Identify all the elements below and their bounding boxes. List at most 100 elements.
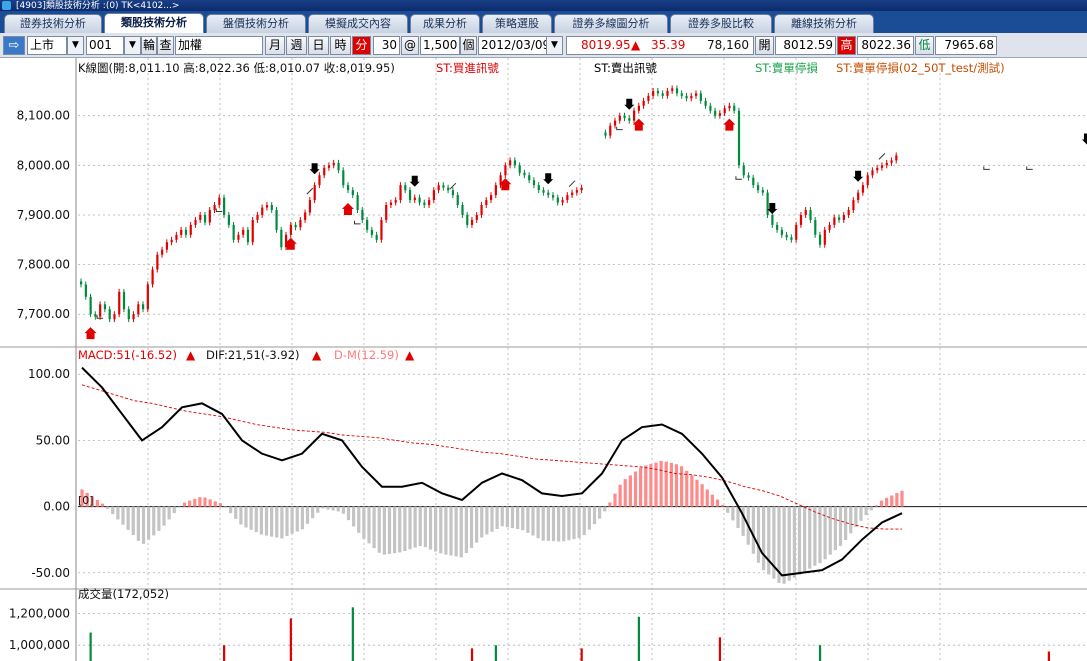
candle-body [299, 219, 302, 228]
sell-signal-arrow-icon [624, 98, 635, 110]
candle-body [256, 214, 259, 220]
candle-body [418, 197, 421, 203]
candle-body [780, 229, 784, 235]
high-value: 8022.36 [857, 36, 914, 55]
tab-quote-technical[interactable]: 盤價技術分析 [206, 14, 306, 33]
count-unit-label: 個 [460, 36, 477, 55]
date-input[interactable]: 2012/03/09 [478, 36, 548, 55]
quote-panel: 8019.95 ▲ 35.39 78,160 [566, 36, 754, 55]
candle-body [265, 205, 269, 208]
tab-multi-stock-compare[interactable]: 證券多股比較 [670, 14, 772, 33]
candle-body [165, 242, 169, 250]
candle-body [356, 195, 359, 210]
nav-arrow-button[interactable]: ⇨ [3, 36, 25, 55]
market-dropdown-icon[interactable]: ▼ [67, 36, 84, 55]
candle-body [437, 185, 440, 191]
candle-body [170, 239, 173, 243]
candle-body [604, 132, 607, 136]
buy-signal-arrow-icon [723, 118, 736, 131]
candle-body [690, 95, 693, 99]
legend-buy-signal: ST:買進訊號 [436, 61, 499, 75]
candle-body [699, 93, 702, 101]
tab-stock-technical[interactable]: 證券技術分析 [4, 14, 102, 33]
short-stop-mark [96, 315, 104, 319]
candle-body [294, 224, 297, 228]
toolbar: ⇨ 上市 ▼ 001 ▼ 輪 查 加權 月 週 日 時 分 30 @ 1,500… [0, 33, 1087, 58]
short-stop-mark [1026, 166, 1033, 170]
query-button[interactable]: 查 [157, 36, 174, 55]
buy-signal-arrow-icon [632, 118, 645, 131]
period-hour-button[interactable]: 時 [330, 36, 351, 55]
rotate-button[interactable]: 輪 [141, 36, 157, 55]
candle-body [609, 125, 612, 136]
tab-offline-technical[interactable]: 離線技術分析 [774, 14, 874, 33]
short-stop-mark [983, 166, 990, 170]
period-week-button[interactable]: 週 [286, 36, 307, 55]
sell-signal-arrow-icon [409, 175, 420, 187]
count-input[interactable]: 1,500 [420, 36, 460, 55]
candle-body [709, 105, 712, 111]
short-stop-mark [215, 208, 223, 213]
minutes-input[interactable]: 30 [373, 36, 400, 55]
candle-body [509, 160, 512, 166]
candle-body [628, 118, 631, 121]
period-minute-button[interactable]: 分 [352, 36, 371, 55]
candle-body [118, 291, 121, 315]
period-month-button[interactable]: 月 [265, 36, 285, 55]
candle-body [199, 214, 202, 220]
legend-long-stop: ST:賣單停損 [755, 61, 818, 75]
candle-body [685, 95, 688, 99]
tab-strategy-screening[interactable]: 策略選股 [482, 14, 552, 33]
tab-sector-technical[interactable]: 類股技術分析 [104, 13, 204, 33]
price-y-axis: 8,100.00 8,000.00 7,900.00 7,800.00 7,700.00 [17, 109, 1087, 321]
market-select[interactable]: 上市 [27, 36, 67, 55]
candle-body [556, 197, 559, 203]
volume-bar [637, 616, 640, 661]
tab-results-analysis[interactable]: 成果分析 [410, 14, 480, 33]
candle-body [876, 167, 879, 171]
volume-bar [223, 645, 226, 661]
candle-body [84, 284, 87, 297]
volume-value: 78,160 [707, 38, 749, 52]
tab-multi-line-chart[interactable]: 證券多線圖分析 [554, 14, 668, 33]
date-dropdown-icon[interactable]: ▼ [546, 36, 563, 55]
candle-body [885, 162, 888, 166]
tab-simulated-trades[interactable]: 模擬成交內容 [308, 14, 408, 33]
candle-body [404, 185, 407, 191]
candle-body [389, 202, 393, 206]
candle-body [704, 100, 707, 106]
candle-body [227, 214, 230, 225]
macd-zero-label: [0] [78, 494, 94, 507]
sell-signal-arrow-icon [543, 173, 554, 185]
price-tick-label: 7,800.00 [17, 258, 70, 272]
candle-body [161, 249, 164, 255]
candle-body [323, 167, 326, 176]
candle-body [523, 172, 526, 176]
candle-body [251, 219, 254, 243]
open-label: 開 [755, 36, 774, 55]
candle-body [866, 175, 869, 186]
candle-body [375, 234, 378, 240]
candle-body [656, 90, 660, 94]
candle-body [327, 165, 331, 168]
candle-body [470, 219, 474, 225]
candle-body [342, 170, 345, 186]
candle-body [180, 229, 183, 235]
app-icon [2, 1, 11, 10]
dif-label: DIF:21,51(-3.92) [206, 348, 300, 362]
chart-area[interactable]: 8,100.00 8,000.00 7,900.00 7,800.00 7,700.00… [0, 58, 1087, 661]
period-day-button[interactable]: 日 [308, 36, 329, 55]
short-stop-mark [735, 176, 742, 180]
buy-signal-arrow-icon [84, 327, 97, 340]
candle-body [776, 224, 779, 230]
short-stop-mark [616, 126, 623, 131]
symbol-dropdown-icon[interactable]: ▼ [124, 36, 141, 55]
candle-body [795, 224, 798, 240]
candle-body [890, 160, 893, 163]
dif-up-arrow-icon: ▲ [312, 348, 322, 362]
candle-body [175, 234, 178, 240]
candle-body [561, 200, 564, 203]
candle-body [823, 229, 826, 245]
symbol-code-input[interactable]: 001 [86, 36, 124, 55]
candle-body [237, 234, 240, 240]
